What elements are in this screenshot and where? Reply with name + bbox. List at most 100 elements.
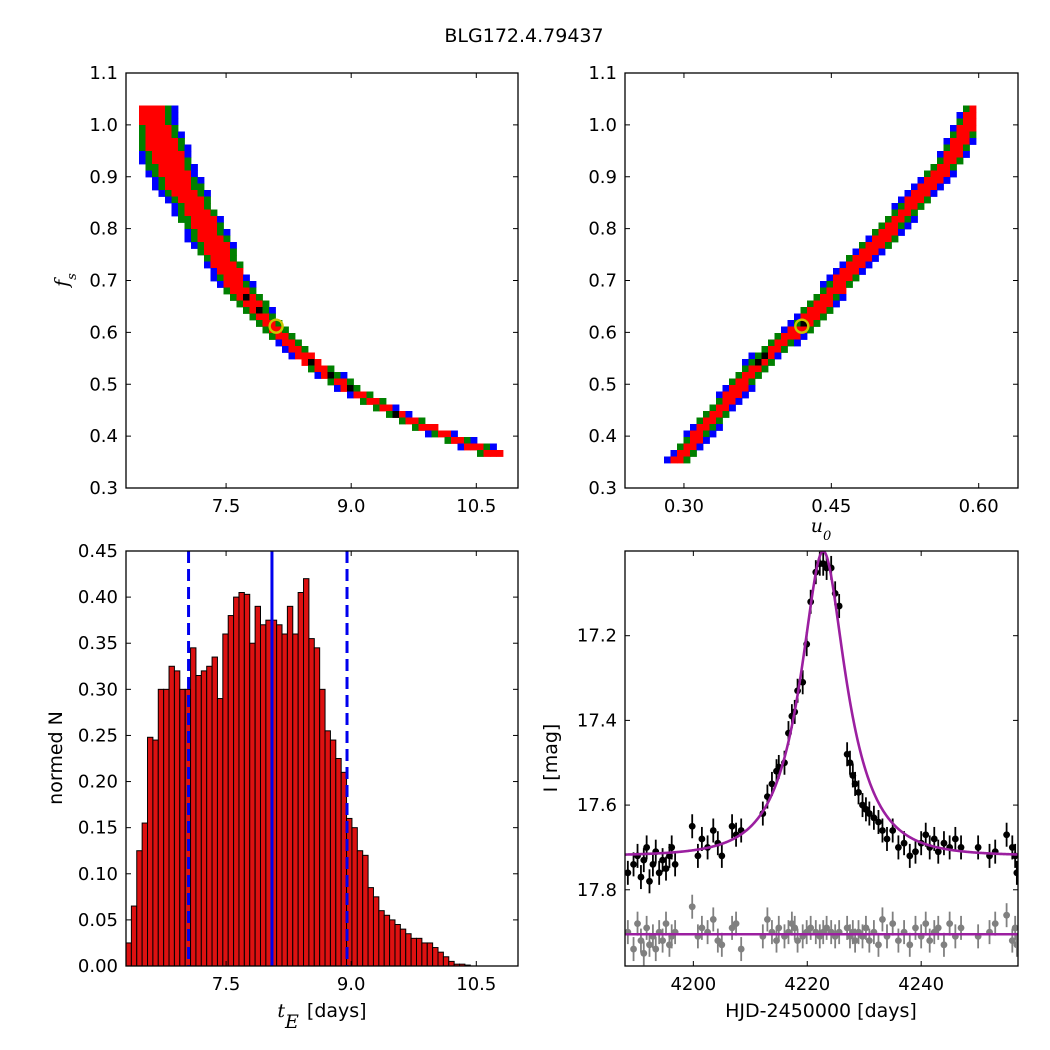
density-cell bbox=[787, 333, 795, 340]
density-cell bbox=[761, 365, 769, 373]
density-cell bbox=[833, 287, 840, 295]
hist-bar bbox=[173, 670, 181, 967]
density-cell bbox=[813, 320, 821, 327]
density-cell bbox=[703, 417, 710, 425]
density-cell bbox=[937, 157, 944, 165]
density-cell bbox=[191, 209, 198, 217]
density-cell bbox=[282, 333, 289, 340]
density-cell bbox=[774, 352, 782, 360]
residual-point bbox=[894, 937, 902, 944]
density-cell bbox=[781, 346, 788, 353]
density-cell bbox=[677, 450, 684, 457]
density-cell bbox=[152, 164, 159, 171]
density-cell bbox=[165, 190, 172, 197]
hist-bar bbox=[276, 624, 283, 967]
density-cell bbox=[152, 131, 159, 139]
density-cell bbox=[833, 300, 840, 308]
density-cell bbox=[178, 138, 185, 145]
density-cell bbox=[191, 190, 198, 197]
hist-bar bbox=[206, 665, 213, 967]
y-tick-label: 1.0 bbox=[588, 115, 617, 136]
x-tick-label: 0.30 bbox=[664, 496, 704, 517]
density-cell bbox=[184, 157, 192, 165]
y-tick-label: 0.45 bbox=[78, 541, 118, 562]
density-cell bbox=[288, 346, 296, 353]
density-cell bbox=[937, 151, 944, 158]
density-cell bbox=[184, 216, 192, 223]
density-cell bbox=[748, 359, 756, 366]
density-cell bbox=[768, 352, 775, 360]
density-cell bbox=[243, 300, 250, 308]
density-cell bbox=[178, 216, 185, 223]
density-cell bbox=[165, 112, 172, 119]
density-cell bbox=[839, 261, 847, 269]
data-point bbox=[668, 844, 676, 851]
density-cell bbox=[917, 196, 925, 204]
density-cell bbox=[859, 255, 866, 262]
density-cell bbox=[243, 281, 250, 288]
data-point bbox=[659, 856, 666, 864]
residual-point bbox=[709, 916, 717, 923]
hist-bar bbox=[286, 605, 294, 967]
y-tick-label: 0.25 bbox=[78, 725, 118, 746]
density-cell bbox=[334, 385, 341, 392]
density-cell bbox=[451, 437, 458, 444]
hist-bar bbox=[195, 675, 202, 967]
density-cell bbox=[184, 177, 192, 184]
density-cell bbox=[217, 216, 224, 223]
density-cell bbox=[742, 385, 749, 392]
density-cell bbox=[373, 398, 380, 405]
density-cell bbox=[178, 170, 185, 178]
data-point bbox=[922, 831, 930, 839]
density-cell bbox=[165, 144, 172, 152]
density-cell bbox=[171, 164, 179, 171]
density-cell bbox=[859, 261, 866, 269]
density-cell bbox=[470, 443, 478, 451]
density-cell bbox=[191, 196, 198, 204]
density-cell bbox=[236, 294, 244, 301]
data-point bbox=[768, 780, 776, 788]
density-cell bbox=[145, 112, 153, 119]
density-cell bbox=[191, 222, 198, 230]
density-cell bbox=[787, 320, 795, 327]
density-cell bbox=[178, 157, 185, 165]
density-cell bbox=[210, 222, 218, 230]
density-cell bbox=[826, 300, 834, 308]
density-cell bbox=[184, 190, 192, 197]
density-cell bbox=[340, 372, 348, 379]
density-cell bbox=[217, 261, 224, 269]
y-tick-label: 0.7 bbox=[89, 271, 118, 292]
density-cell bbox=[139, 125, 146, 132]
density-cell bbox=[800, 307, 808, 314]
hist-bar bbox=[426, 942, 434, 967]
density-cell bbox=[826, 294, 834, 301]
density-cell bbox=[722, 404, 730, 412]
density-cell bbox=[950, 164, 957, 171]
data-point bbox=[894, 844, 902, 851]
density-cell bbox=[477, 443, 484, 451]
density-cell bbox=[223, 229, 231, 236]
density-cell bbox=[204, 235, 211, 243]
density-cell bbox=[911, 190, 918, 197]
density-cell bbox=[464, 443, 471, 451]
plot-frame bbox=[624, 550, 1019, 967]
data-point bbox=[934, 848, 942, 856]
y-tick-label: 0.40 bbox=[78, 587, 118, 608]
data-point bbox=[709, 827, 717, 834]
density-cell bbox=[171, 105, 179, 113]
density-cell bbox=[275, 326, 283, 334]
hist-bar bbox=[130, 905, 138, 967]
hist-bar bbox=[292, 633, 299, 967]
density-cell bbox=[165, 118, 172, 126]
best-cell bbox=[256, 307, 263, 314]
density-cell bbox=[683, 456, 691, 464]
density-cell bbox=[716, 391, 723, 399]
hist-bar bbox=[405, 933, 412, 967]
density-cell bbox=[904, 196, 912, 204]
hist-bar bbox=[163, 688, 170, 967]
density-cell bbox=[223, 248, 231, 256]
density-cell bbox=[891, 235, 899, 243]
density-cell bbox=[191, 170, 198, 178]
density-cell bbox=[139, 151, 146, 158]
